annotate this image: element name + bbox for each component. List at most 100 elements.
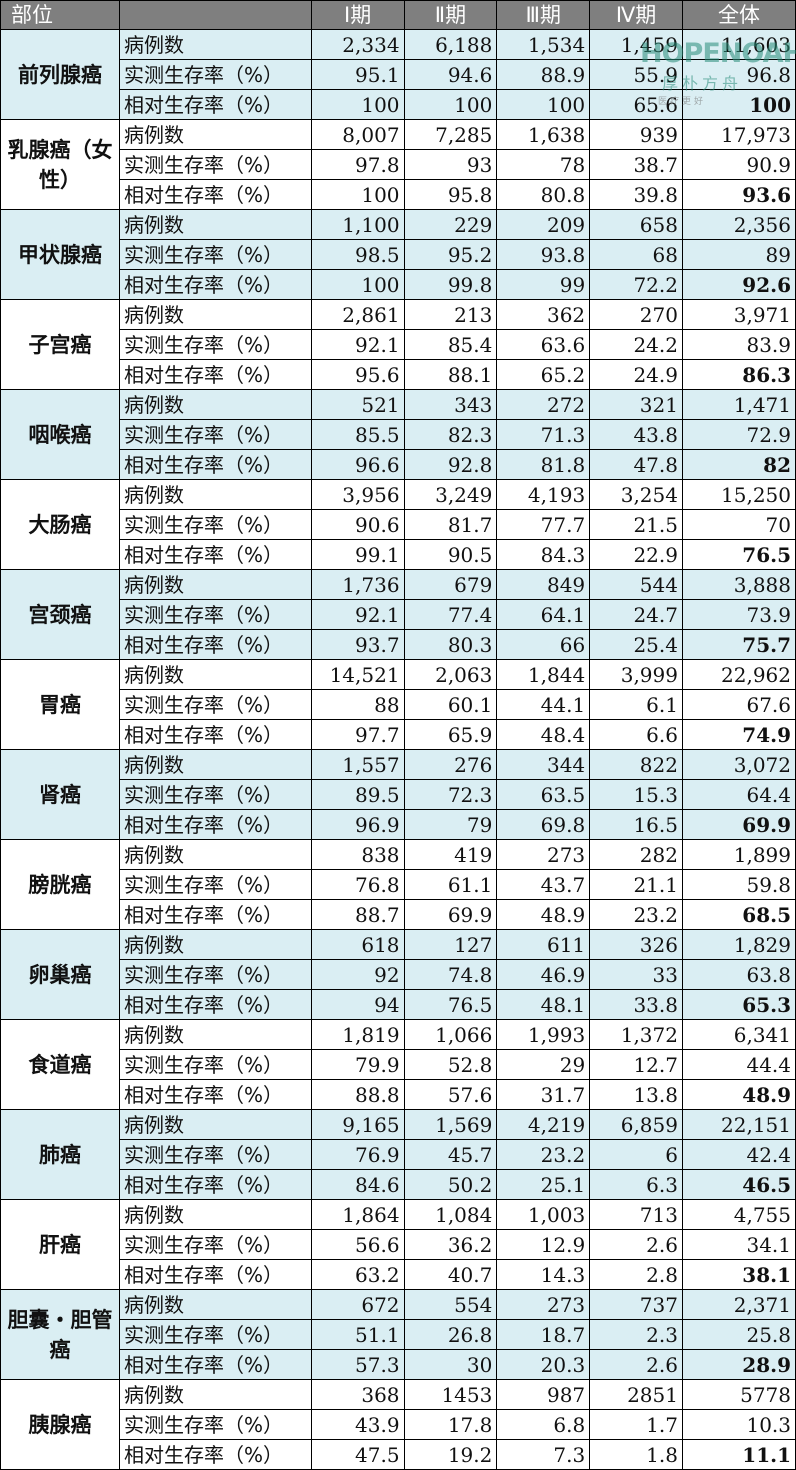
stage-value-cell: 95.1	[310, 59, 405, 90]
total-value-cell: 68.5	[681, 899, 796, 930]
stage-value-cell: 1,557	[310, 749, 405, 780]
stage-value-cell: 2,063	[403, 659, 498, 690]
stage-value-cell: 24.2	[589, 329, 683, 360]
stage-value-cell: 48.9	[496, 899, 591, 930]
stage-value-cell: 98.5	[310, 239, 405, 270]
metric-label: 实测生存率（%）	[119, 149, 312, 180]
stage-value-cell: 1,638	[496, 119, 591, 150]
total-value-cell: 75.7	[681, 629, 796, 660]
stage-value-cell: 17.8	[403, 1409, 498, 1440]
stage-value-cell: 24.7	[589, 599, 683, 630]
table-row: 相对生存率（%） 88.8 57.6 31.7 13.8 48.9	[1, 1079, 796, 1110]
cancer-site-label: 食道癌	[0, 1019, 121, 1110]
stage-value-cell: 822	[589, 749, 683, 780]
table-row: 肾癌 病例数 1,557 276 344 822 3,072	[0, 749, 796, 840]
table-row: 实测生存率（%） 90.6 81.7 77.7 21.5 70	[1, 509, 796, 540]
table-row: 实测生存率（%） 92.1 85.4 63.6 24.2 83.9	[1, 329, 796, 360]
stage-value-cell: 76.9	[310, 1139, 405, 1170]
metric-label: 实测生存率（%）	[119, 779, 312, 810]
stage-value-cell: 47.5	[310, 1439, 405, 1470]
stage-value-cell: 16.5	[589, 809, 683, 840]
metric-label: 实测生存率（%）	[119, 599, 312, 630]
stage-value-cell: 849	[496, 569, 591, 600]
metric-label: 病例数	[119, 299, 312, 330]
stage-value-cell: 95.2	[403, 239, 498, 270]
stage-value-cell: 3,956	[310, 479, 405, 510]
cancer-site-label: 乳腺癌（女性）	[0, 119, 121, 210]
stage-value-cell: 19.2	[403, 1439, 498, 1470]
metric-label: 实测生存率（%）	[119, 329, 312, 360]
table-row: 实测生存率（%） 76.9 45.7 23.2 6 42.4	[1, 1139, 796, 1170]
total-value-cell: 44.4	[681, 1049, 796, 1080]
stage-value-cell: 66	[496, 629, 591, 660]
stage-value-cell: 72.2	[589, 269, 683, 300]
stage-value-cell: 97.7	[310, 719, 405, 750]
stage-value-cell: 672	[310, 1289, 405, 1320]
stage-value-cell: 229	[403, 209, 498, 240]
stage-value-cell: 419	[403, 839, 498, 870]
metric-label: 病例数	[119, 659, 312, 690]
stage-value-cell: 1,844	[496, 659, 591, 690]
metric-label: 相对生存率（%）	[119, 539, 312, 570]
stage-value-cell: 47.8	[589, 449, 683, 480]
stage-value-cell: 1,066	[403, 1019, 498, 1050]
stage-value-cell: 1,003	[496, 1199, 591, 1230]
metric-label: 病例数	[119, 389, 312, 420]
metric-label: 实测生存率（%）	[119, 1139, 312, 1170]
cancer-site-label: 子宫癌	[0, 299, 121, 390]
stage-value-cell: 1,100	[310, 209, 405, 240]
stage-value-cell: 362	[496, 299, 591, 330]
stage-value-cell: 272	[496, 389, 591, 420]
stage-value-cell: 56.6	[310, 1229, 405, 1260]
cancer-site-label: 胰腺癌	[0, 1379, 121, 1470]
total-value-cell: 64.4	[681, 779, 796, 810]
table-row: 实测生存率（%） 95.1 94.6 88.9 55.9 96.8	[1, 59, 796, 90]
stage-value-cell: 13.8	[589, 1079, 683, 1110]
stage-value-cell: 95.8	[403, 179, 498, 210]
stage-value-cell: 85.5	[310, 419, 405, 450]
total-value-cell: 46.5	[681, 1169, 796, 1200]
header-stage-3: Ⅲ期	[496, 0, 591, 30]
total-value-cell: 48.9	[681, 1079, 796, 1110]
metric-label: 实测生存率（%）	[119, 959, 312, 990]
stage-value-cell: 92.1	[310, 599, 405, 630]
stage-value-cell: 326	[589, 929, 683, 960]
total-value-cell: 93.6	[681, 179, 796, 210]
stage-value-cell: 6	[589, 1139, 683, 1170]
stage-value-cell: 838	[310, 839, 405, 870]
stage-value-cell: 89.5	[310, 779, 405, 810]
total-value-cell: 28.9	[681, 1349, 796, 1380]
stage-value-cell: 1453	[403, 1379, 498, 1410]
stage-value-cell: 100	[310, 269, 405, 300]
total-value-cell: 6,341	[681, 1019, 796, 1050]
stage-value-cell: 15.3	[589, 779, 683, 810]
table-row: 实测生存率（%） 76.8 61.1 43.7 21.1 59.8	[1, 869, 796, 900]
metric-label: 病例数	[119, 119, 312, 150]
total-value-cell: 74.9	[681, 719, 796, 750]
metric-label: 相对生存率（%）	[119, 809, 312, 840]
metric-label: 病例数	[119, 1199, 312, 1230]
total-value-cell: 22,151	[681, 1109, 796, 1140]
stage-value-cell: 939	[589, 119, 683, 150]
stage-value-cell: 9,165	[310, 1109, 405, 1140]
stage-value-cell: 40.7	[403, 1259, 498, 1290]
stage-value-cell: 77.4	[403, 599, 498, 630]
stage-value-cell: 81.7	[403, 509, 498, 540]
metric-label: 相对生存率（%）	[119, 989, 312, 1020]
table-row: 相对生存率（%） 96.6 92.8 81.8 47.8 82	[1, 449, 796, 480]
table-row: 相对生存率（%） 97.7 65.9 48.4 6.6 74.9	[1, 719, 796, 750]
stage-value-cell: 2,861	[310, 299, 405, 330]
cancer-site-label: 肝癌	[0, 1199, 121, 1290]
cancer-site-label: 胃癌	[0, 659, 121, 750]
stage-value-cell: 69.8	[496, 809, 591, 840]
stage-value-cell: 76.8	[310, 869, 405, 900]
total-value-cell: 100	[681, 89, 796, 120]
stage-value-cell: 99	[496, 269, 591, 300]
table-row: 相对生存率（%） 100 100 100 65.6 100	[1, 89, 796, 120]
stage-value-cell: 24.9	[589, 359, 683, 390]
metric-label: 相对生存率（%）	[119, 179, 312, 210]
table-row: 相对生存率（%） 57.3 30 20.3 2.6 28.9	[1, 1349, 796, 1380]
stage-value-cell: 679	[403, 569, 498, 600]
stage-value-cell: 51.1	[310, 1319, 405, 1350]
metric-label: 相对生存率（%）	[119, 899, 312, 930]
